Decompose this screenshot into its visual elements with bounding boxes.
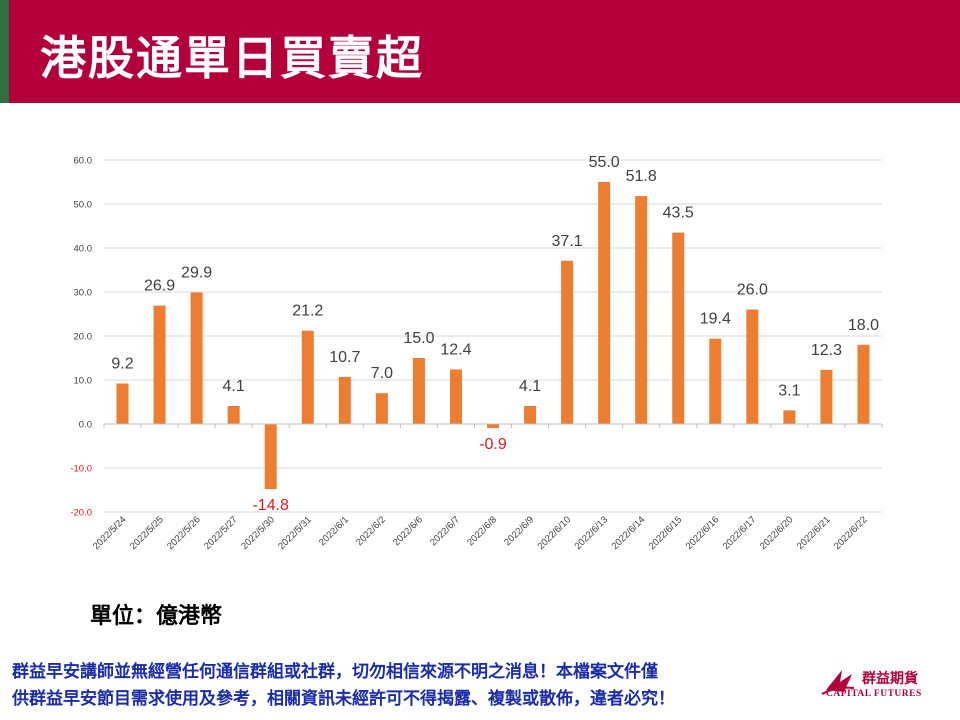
x-tick-label: 2022/5/24 (91, 514, 129, 552)
y-tick-label: 40.0 (74, 244, 93, 255)
bar (561, 260, 574, 424)
logo-name-en: CAPITAL FUTURES (826, 689, 922, 699)
bar (449, 369, 462, 424)
bar (487, 424, 499, 428)
chart-gridlines (104, 159, 882, 513)
data-label: -14.8 (252, 497, 289, 514)
bar (375, 393, 388, 424)
y-tick-label: -20.0 (70, 508, 92, 519)
bar (153, 305, 166, 424)
x-tick-label: 2022/6/13 (573, 514, 611, 552)
y-tick-label: 60.0 (74, 156, 93, 167)
y-tick-label: 0.0 (79, 420, 92, 431)
disclaimer-line-2: 供群益早安節目需求使用及參考，相關資訊未經許可不得揭露、複製或散佈，違者必究！ (12, 689, 675, 709)
x-tick-label: 2022/6/17 (721, 514, 759, 552)
y-tick-label: 30.0 (74, 288, 93, 299)
bar (412, 358, 425, 424)
data-label: 29.9 (181, 264, 212, 281)
unit-label: 單位：億港幣 (90, 604, 223, 629)
data-label: 7.0 (371, 365, 393, 382)
disclaimer-line-1: 群益早安講師並無經營任何通信群組或社群，切勿相信來源不明之消息！本檔案文件僅 (12, 662, 658, 682)
bar (264, 424, 277, 490)
x-tick-label: 2022/5/27 (202, 514, 240, 552)
x-tick-label: 2022/6/2 (354, 514, 388, 548)
y-tick-label: -10.0 (70, 464, 92, 475)
data-label: -0.9 (479, 436, 507, 453)
x-tick-label: 2022/6/1 (317, 514, 351, 548)
chart-bars (116, 182, 870, 490)
x-tick-label: 2022/5/26 (165, 514, 203, 552)
title-bar: 港股通單日買賣超 (0, 0, 960, 103)
x-tick-label: 2022/6/20 (758, 514, 796, 552)
data-label: 37.1 (552, 233, 583, 250)
x-tick-label: 2022/6/16 (684, 514, 722, 552)
bar (598, 182, 611, 424)
x-tick-label: 2022/5/30 (239, 514, 277, 552)
bar (227, 405, 240, 424)
x-tick-label: 2022/6/7 (428, 514, 462, 548)
data-label: 26.9 (144, 278, 175, 295)
bar (116, 383, 129, 424)
data-label: 55.0 (589, 154, 620, 171)
logo-swoosh-shape (821, 686, 855, 695)
logo-mark-shape (826, 670, 852, 692)
x-tick-label: 2022/6/14 (610, 514, 648, 552)
bar (746, 309, 759, 424)
x-tick-label: 2022/5/31 (276, 514, 314, 552)
x-tick-label: 2022/6/15 (647, 514, 685, 552)
data-label: 4.1 (223, 378, 245, 395)
bar (857, 344, 870, 424)
bar (709, 338, 722, 424)
y-tick-label: 50.0 (74, 200, 93, 211)
data-label: 43.5 (663, 205, 694, 222)
title-bar-stripe (0, 0, 9, 103)
bar (820, 369, 833, 424)
disclaimer-text: 群益早安講師並無經營任何通信群組或社群，切勿相信來源不明之消息！本檔案文件僅 供… (12, 659, 812, 713)
data-label: 19.4 (700, 311, 731, 328)
data-label: 15.0 (403, 330, 434, 347)
chart-data-labels: 9.2 26.9 29.9 4.1 -14.8 21.2 10.7 7.0 15.0 12.4 -0… (111, 154, 879, 514)
y-tick-label: 20.0 (74, 332, 93, 343)
bar (338, 376, 351, 424)
x-tick-label: 2022/6/22 (832, 514, 870, 552)
data-label: 12.4 (440, 341, 471, 358)
data-label: 10.7 (329, 349, 360, 366)
x-tick-label: 2022/6/8 (465, 514, 499, 548)
chart-y-axis: 60.0 50.0 40.0 30.0 20.0 10.0 0.0 -10.0 -20.0 (70, 156, 92, 519)
x-tick-label: 2022/5/25 (128, 514, 166, 552)
bar (301, 330, 314, 424)
data-label: 21.2 (292, 303, 323, 320)
capital-futures-logo-icon (821, 670, 855, 695)
bar (635, 196, 648, 424)
page-title: 港股通單日買賣超 (40, 31, 424, 85)
y-tick-label: 10.0 (74, 376, 93, 387)
bar (524, 405, 537, 424)
x-tick-label: 2022/6/9 (502, 514, 536, 548)
data-label: 26.0 (737, 282, 768, 299)
bar (783, 410, 796, 424)
data-label: 9.2 (111, 356, 133, 373)
net-buy-sell-bar-chart: 60.0 50.0 40.0 30.0 20.0 10.0 0.0 -10.0 -20.0 9.… (70, 154, 883, 552)
x-tick-label: 2022/6/6 (391, 514, 425, 548)
bar (190, 292, 203, 424)
x-tick-label: 2022/6/10 (536, 514, 574, 552)
data-label: 3.1 (778, 382, 800, 399)
data-label: 18.0 (848, 317, 879, 334)
logo-name-cn: 群益期貨 (862, 671, 918, 687)
bar (672, 232, 685, 424)
data-label: 51.8 (626, 168, 657, 185)
data-label: 12.3 (811, 342, 842, 359)
x-tick-label: 2022/6/21 (795, 514, 833, 552)
data-label: 4.1 (519, 378, 541, 395)
